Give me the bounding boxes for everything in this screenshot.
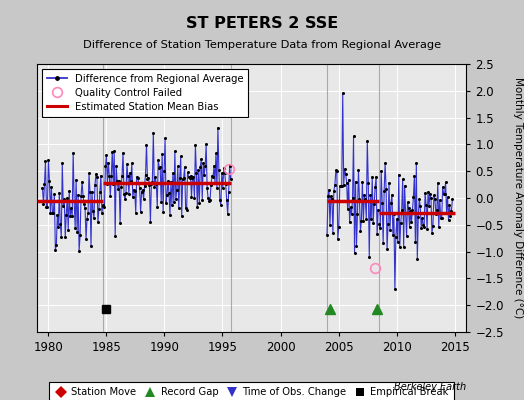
Y-axis label: Monthly Temperature Anomaly Difference (°C): Monthly Temperature Anomaly Difference (… — [514, 77, 523, 319]
Text: Difference of Station Temperature Data from Regional Average: Difference of Station Temperature Data f… — [83, 40, 441, 50]
Text: ST PETERS 2 SSE: ST PETERS 2 SSE — [186, 16, 338, 31]
Text: Berkeley Earth: Berkeley Earth — [394, 382, 466, 392]
Legend: Station Move, Record Gap, Time of Obs. Change, Empirical Break: Station Move, Record Gap, Time of Obs. C… — [49, 382, 454, 400]
